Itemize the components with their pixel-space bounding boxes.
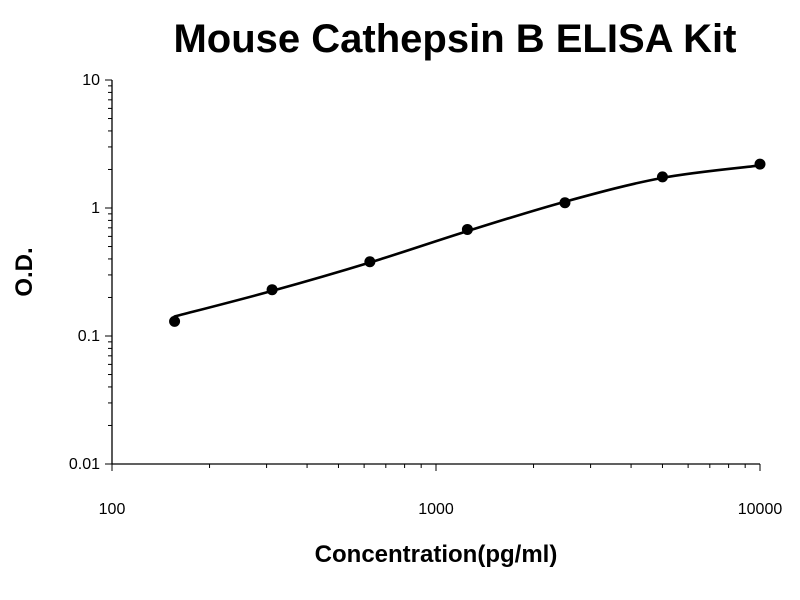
data-point bbox=[364, 256, 376, 268]
data-point bbox=[169, 315, 181, 327]
x-axis-label: Concentration(pg/ml) bbox=[315, 541, 558, 568]
data-point bbox=[559, 197, 571, 209]
fit-curve bbox=[173, 164, 762, 318]
ticks bbox=[105, 79, 761, 471]
y-tick-label: 0.01 bbox=[69, 456, 100, 473]
x-tick-label: 10000 bbox=[738, 501, 783, 518]
y-axis-label: O.D. bbox=[11, 247, 38, 296]
y-tick-label: 1 bbox=[91, 200, 100, 217]
x-tick-label: 100 bbox=[99, 501, 126, 518]
x-tick-label: 1000 bbox=[418, 501, 454, 518]
data-point bbox=[461, 223, 473, 235]
tick-labels: 0.01 0.1 1 10 100 1000 10000 bbox=[69, 72, 782, 518]
axes bbox=[111, 80, 760, 465]
data-point bbox=[266, 284, 278, 296]
y-tick-label: 0.1 bbox=[78, 328, 100, 345]
chart-title: Mouse Cathepsin B ELISA Kit bbox=[173, 17, 736, 61]
data-point bbox=[656, 171, 668, 183]
y-tick-label: 10 bbox=[82, 72, 100, 89]
data-point bbox=[754, 158, 766, 170]
data-markers bbox=[169, 158, 766, 327]
